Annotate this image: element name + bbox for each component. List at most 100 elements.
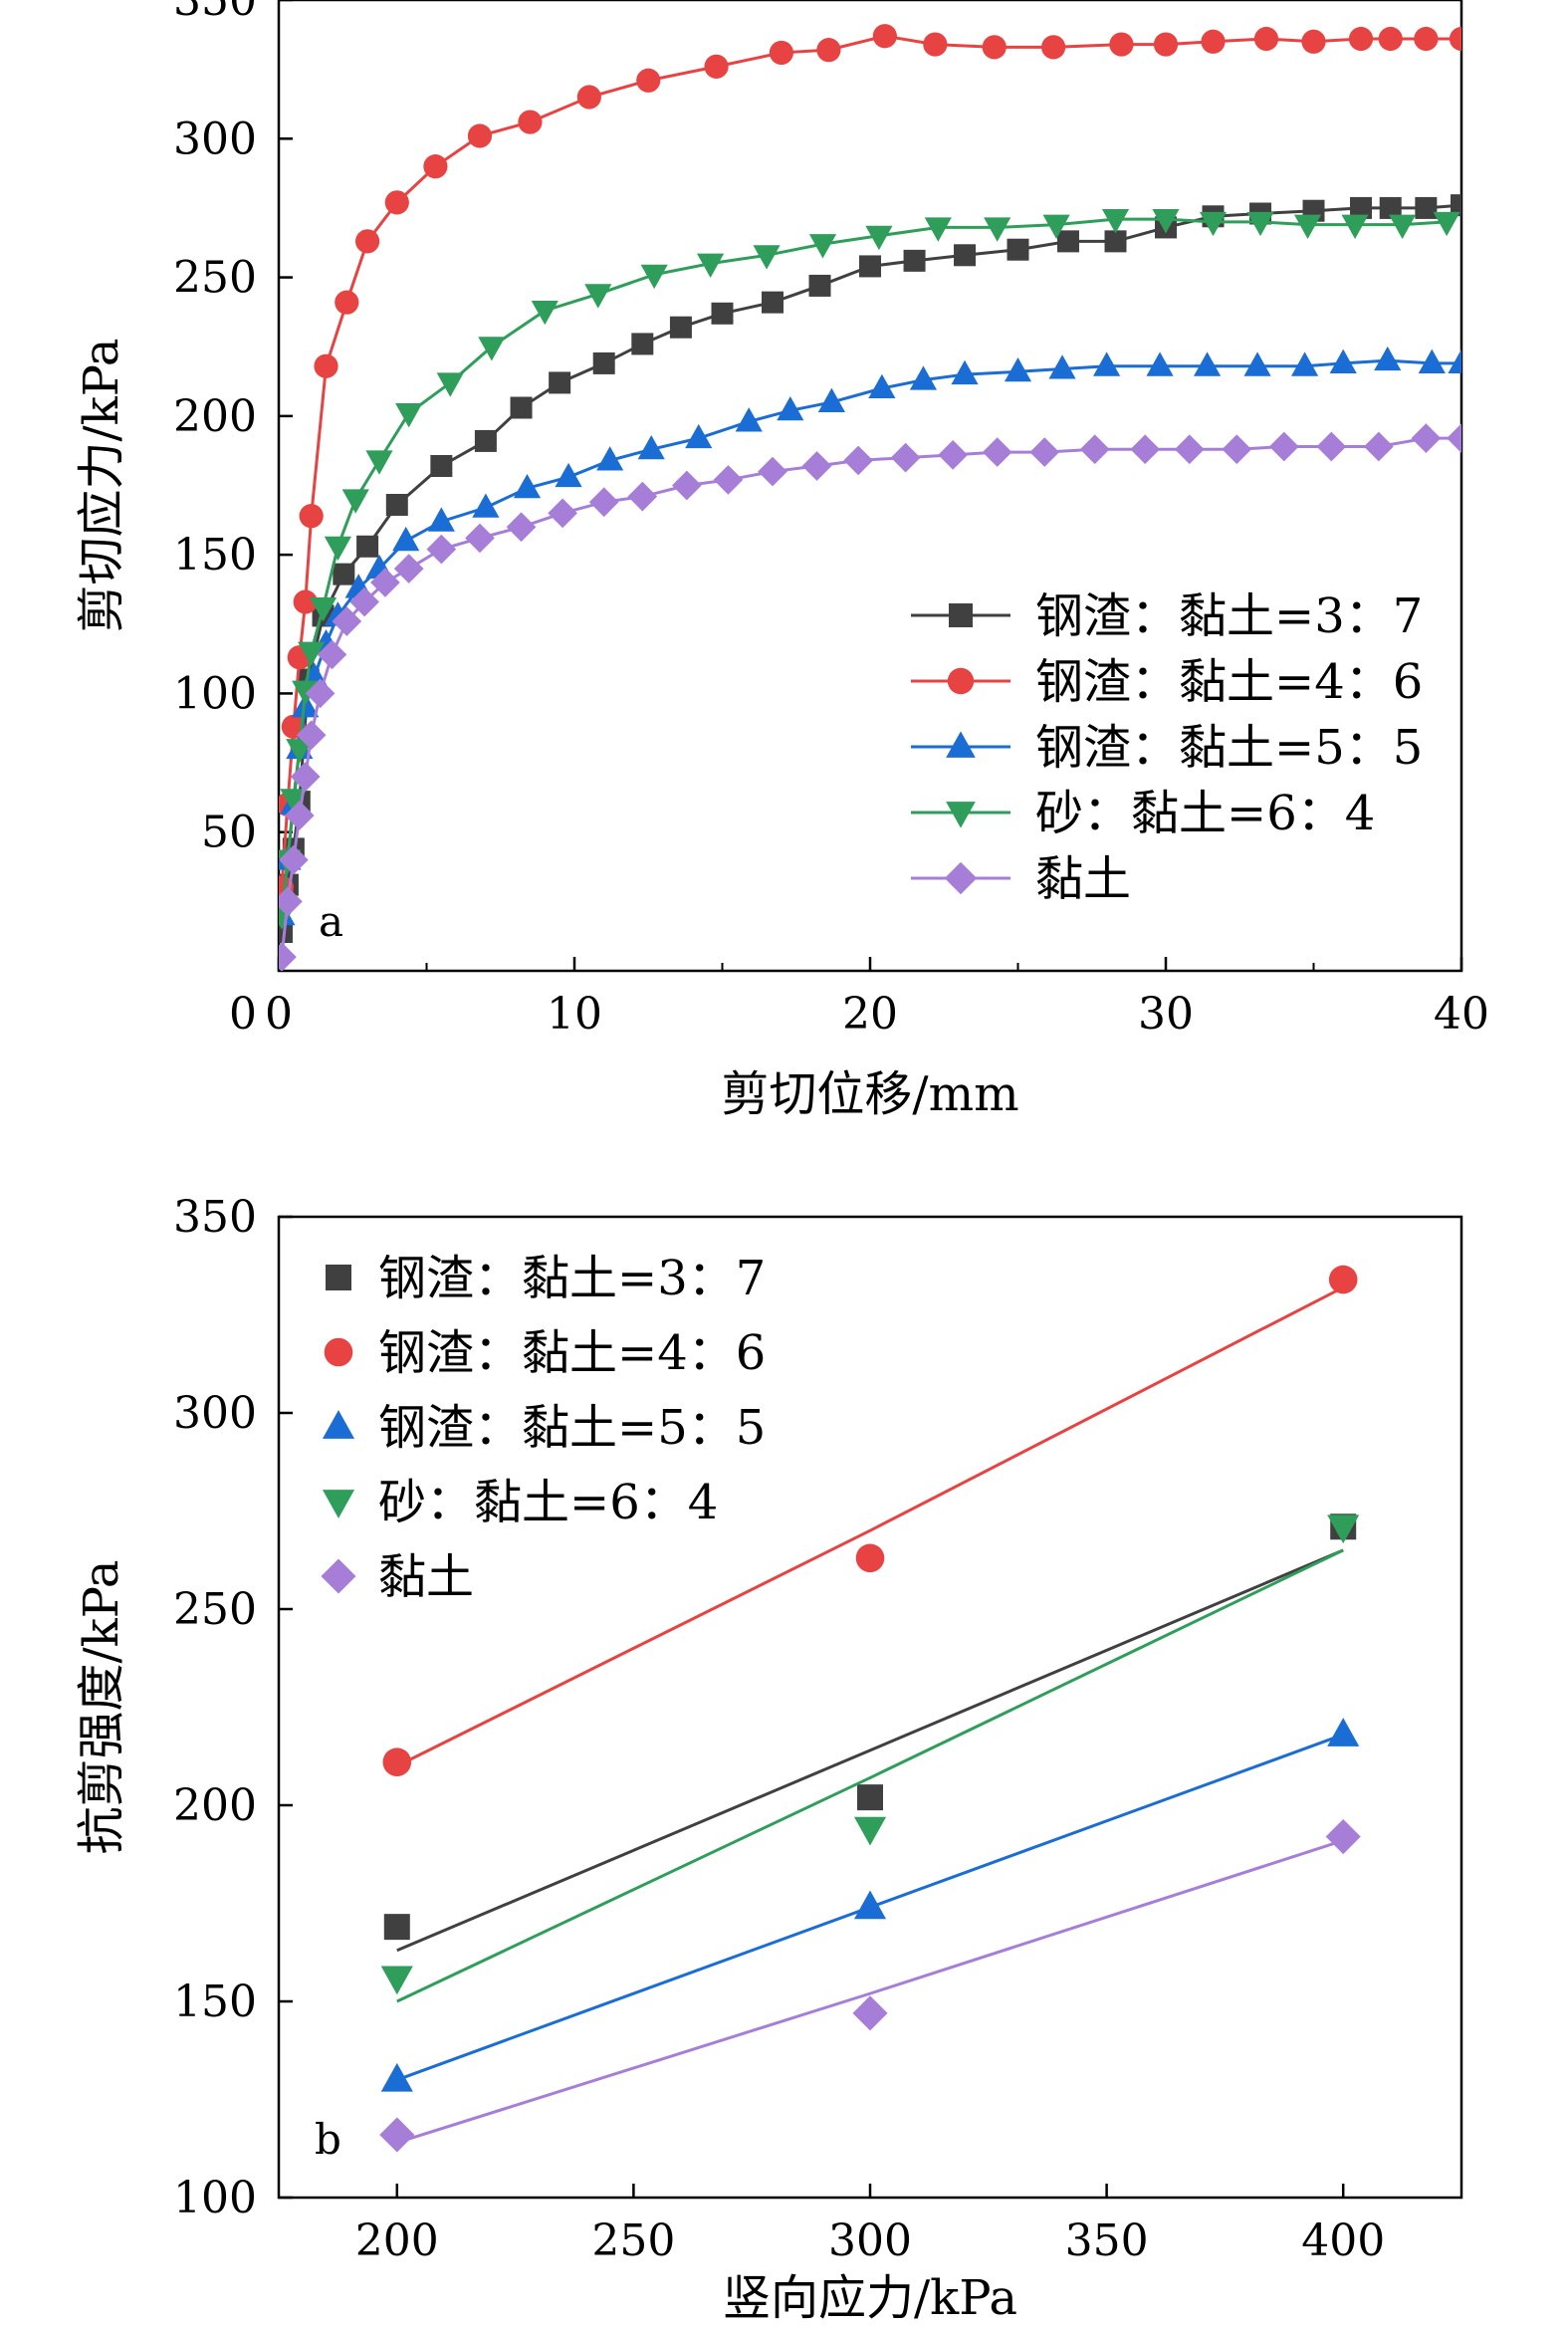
panel-a-data-point xyxy=(1146,351,1174,376)
panel-a-data-point xyxy=(1350,196,1373,219)
panel-a-data-point-shape xyxy=(636,68,661,93)
panel-a-legend-label: 砂：黏土=6：4 xyxy=(1035,786,1375,841)
panel-a-data-point-shape xyxy=(314,353,338,378)
panel-a-data-point-shape xyxy=(426,534,457,565)
panel-a-data-point-shape xyxy=(576,85,601,110)
panel-b-legend-item: 黏土 xyxy=(321,1549,474,1605)
panel-a-data-point xyxy=(859,255,881,278)
panel-a-data-point-shape xyxy=(513,473,542,499)
panel-b-data-point-shape xyxy=(852,1995,888,2031)
panel-a-data-point-shape xyxy=(1152,209,1180,234)
panel-b-data-point-shape xyxy=(853,1816,887,1846)
panel-a-data-point xyxy=(1301,29,1326,54)
panel-b-data-point-shape xyxy=(855,1543,885,1573)
panel-a-data-point xyxy=(1433,211,1460,237)
panel-b-data-point-shape xyxy=(379,2117,415,2153)
panel-a-data-point xyxy=(576,85,601,110)
panel-b-series-2 xyxy=(382,1265,1358,1776)
panel-a-x-tick-label: 30 xyxy=(1138,989,1194,1040)
panel-a-data-point xyxy=(478,337,506,361)
panel-a-data-point-shape xyxy=(713,465,744,495)
panel-a-data-point-shape xyxy=(1048,354,1076,379)
panel-a-data-point xyxy=(1004,356,1032,382)
panel-a-data-point xyxy=(596,446,624,471)
panel-a-data-point-shape xyxy=(1348,26,1374,52)
panel-a-data-point-shape xyxy=(982,35,1007,60)
panel-a-data-point-shape xyxy=(872,24,897,49)
panel-a-data-point-shape xyxy=(1007,238,1029,261)
panel-a-data-point xyxy=(636,68,661,93)
panel-a-data-point-shape xyxy=(1093,351,1121,376)
panel-a-data-point xyxy=(1414,26,1439,52)
panel-b-fit-line xyxy=(396,1548,1344,1953)
panel-a-data-point-shape xyxy=(816,38,841,63)
panel-a-data-point-shape xyxy=(384,190,409,215)
panel-a-legend-item: 钢渣：黏土=5：5 xyxy=(911,720,1423,776)
panel-a-data-point xyxy=(518,110,543,134)
panel-a-data-point xyxy=(332,606,362,636)
panel-a-data-point-shape xyxy=(474,429,497,452)
panel-b-legend: 钢渣：黏土=3：7 钢渣：黏土=4：6 钢渣：黏土=5：5 砂：黏土=6：4 黏土 xyxy=(321,1251,766,1605)
panel-a-data-point xyxy=(753,245,781,270)
panel-a-data-point xyxy=(982,35,1007,60)
panel-a-data-point-shape xyxy=(954,244,977,267)
panel-b-y-tick-label: 100 xyxy=(173,2173,257,2223)
panel-a-data-point xyxy=(984,217,1011,242)
panel-a-data-point xyxy=(1246,211,1274,237)
panel-a-y-tick-label: 150 xyxy=(173,530,257,581)
panel-a-y-tick-label: 100 xyxy=(173,668,257,719)
panel-a-y-tick-label: 50 xyxy=(201,808,257,858)
panel-a-data-point xyxy=(392,526,420,552)
panel-a-data-point-shape xyxy=(1079,434,1110,465)
panel-a-data-point-shape xyxy=(290,762,321,792)
panel-b-data-point-shape xyxy=(380,2062,413,2092)
panel-a-x-tick-label: 0 xyxy=(229,989,257,1040)
panel-a-legend-marker-shape xyxy=(946,802,976,828)
panel-a-data-point xyxy=(1104,230,1127,253)
panel-a-data-point-shape xyxy=(596,446,624,471)
panel-a-data-point xyxy=(1243,351,1271,376)
panel-b-series-3 xyxy=(380,1718,1360,2092)
panel-a-data-point xyxy=(1079,434,1110,465)
panel-a-data-point-shape xyxy=(518,110,543,134)
panel-a-data-point xyxy=(1199,211,1228,237)
panel-a-data-point-shape xyxy=(1222,434,1252,465)
panel-b-legend-marker-shape xyxy=(322,1410,355,1439)
panel-a-x-tick-label: 0 xyxy=(265,989,293,1040)
panel-a-data-point-shape xyxy=(430,455,453,477)
panel-a-data-point-shape xyxy=(704,54,729,79)
panel-a-data-point xyxy=(1363,431,1394,462)
panel-b-data-point xyxy=(380,2062,413,2092)
panel-a-data-point xyxy=(637,434,665,460)
panel-b-data-point xyxy=(1327,1514,1360,1544)
panel-b-plot-area xyxy=(379,1265,1361,2153)
panel-a-data-point-shape xyxy=(332,606,362,636)
panel-a-data-point-shape xyxy=(1301,29,1326,54)
panel-a-data-point-shape xyxy=(549,371,571,394)
panel-a-data-point xyxy=(711,302,734,325)
panel-a-data-point-shape xyxy=(279,942,297,971)
panel-a-data-point xyxy=(356,535,379,558)
panel-a-data-point xyxy=(758,456,787,487)
panel-a-data-point xyxy=(436,372,464,397)
panel-a-data-point-shape xyxy=(279,844,309,875)
panel-b-legend-marker-shape xyxy=(321,1558,356,1594)
panel-a-legend-marker-shape xyxy=(946,731,976,758)
panel-a-data-point xyxy=(472,493,500,518)
panel-a-data-point-shape xyxy=(355,229,380,254)
panel-b-x-axis-title: 竖向应力/kPa xyxy=(723,2270,1017,2326)
panel-b-y-tick-label: 250 xyxy=(173,1584,257,1635)
panel-a-data-point xyxy=(474,429,497,452)
panel-a-data-point-shape xyxy=(808,234,837,259)
panel-a-data-point xyxy=(506,512,537,543)
panel-a-data-point-shape xyxy=(1153,32,1179,57)
panel-a-x-axis-title: 剪切位移/mm xyxy=(721,1066,1018,1122)
panel-a-data-point-shape xyxy=(1199,211,1228,237)
panel-a-data-point-shape xyxy=(392,526,420,552)
panel-b-data-point xyxy=(382,1747,412,1776)
panel-b-legend-label: 黏土 xyxy=(378,1549,474,1605)
panel-a-data-point-shape xyxy=(637,434,665,460)
panel-b-x-tick-label: 200 xyxy=(355,2215,439,2266)
panel-a-data-point-shape xyxy=(1056,230,1079,253)
panel-b-data-point xyxy=(1328,1265,1358,1294)
